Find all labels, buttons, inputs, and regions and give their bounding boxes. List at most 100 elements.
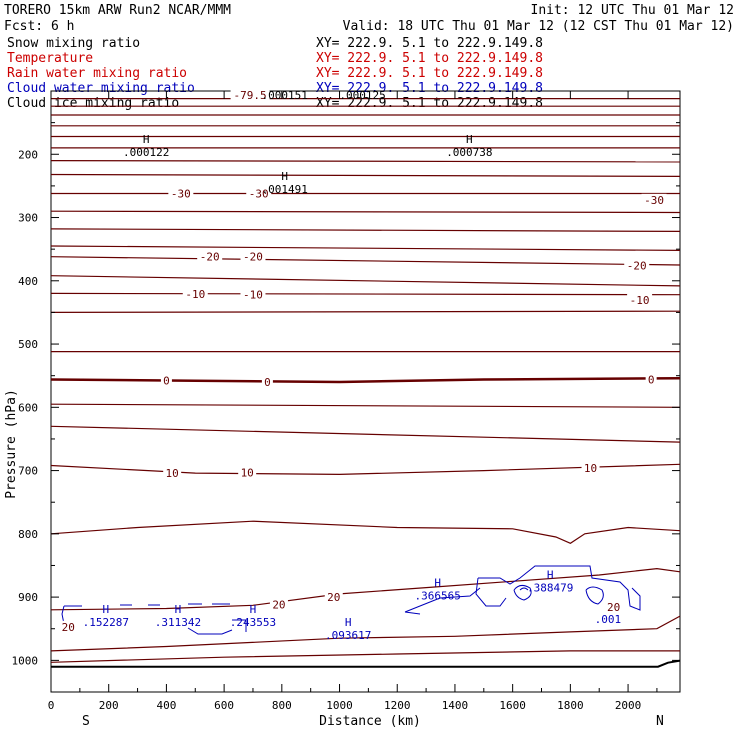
- temperature-label: 10: [584, 462, 597, 475]
- x-tick-label: 1000: [326, 699, 353, 712]
- label-mask: [230, 88, 270, 101]
- temperature-label: 20: [62, 621, 75, 634]
- isotherm-line: [50, 210, 681, 214]
- south-label: S: [82, 714, 90, 729]
- cloud-max-value: .388479: [527, 581, 573, 594]
- top-value-label: .000151: [262, 89, 308, 102]
- legend-xy: XY= 222.9. 5.1 to 222.9.149.8: [316, 51, 543, 66]
- snow-max-value: .001491: [262, 183, 308, 196]
- label-mask: [163, 467, 182, 480]
- temperature-label: -20: [243, 251, 263, 264]
- temperature-label: -10: [243, 289, 263, 302]
- isotherm-line: [50, 615, 681, 652]
- y-tick-label: 600: [18, 401, 38, 414]
- label-mask: [627, 293, 653, 306]
- isotherm-line: [50, 256, 681, 266]
- x-tick-label: 200: [99, 699, 119, 712]
- y-tick-label: 200: [18, 148, 38, 161]
- temperature-label: -20: [200, 251, 220, 264]
- label-mask: [246, 187, 272, 200]
- isotherm-line: [50, 403, 681, 408]
- surface-line: [51, 659, 681, 668]
- legend-xy: XY= 222.9. 5.1 to 222.9.149.8: [316, 36, 543, 51]
- forecast-hour: Fcst: 6 h: [4, 19, 74, 34]
- valid-time: Valid: 18 UTC Thu 01 Mar 12 (12 CST Thu …: [343, 19, 734, 34]
- label-mask: [59, 620, 78, 633]
- axes: 0 200 400 600 800 1000 1200 1400 1600 1800 2000200…: [12, 91, 680, 712]
- temperature-label: 20: [272, 599, 285, 612]
- isotherm-line: [50, 376, 681, 384]
- cloud-max-marker: H: [547, 568, 554, 581]
- y-tick-label: 300: [18, 212, 38, 225]
- cloud-max-value: .093617: [325, 629, 371, 642]
- temperature-label: -30: [644, 194, 664, 207]
- temperature-label: 0: [648, 373, 655, 386]
- y-tick-label: 700: [18, 465, 38, 478]
- legend-xy: XY= 222.9. 5.1 to 222.9.149.8: [316, 66, 543, 81]
- isotherm-line: [50, 160, 681, 163]
- cloud-max-marker: H: [345, 616, 352, 629]
- label-mask: [624, 259, 650, 272]
- cloud-contour: [404, 587, 481, 615]
- legend-label: Snow mixing ratio: [7, 36, 140, 51]
- cloud-max-value: .311342: [155, 616, 201, 629]
- label-mask: [240, 250, 266, 263]
- isotherm-line: [50, 310, 681, 313]
- label-mask: [182, 288, 208, 301]
- x-tick-label: 1800: [557, 699, 584, 712]
- isotherm-line: [50, 292, 681, 296]
- snow-max-value: .000738: [446, 146, 492, 159]
- label-mask: [645, 373, 657, 386]
- label-mask: [197, 250, 223, 263]
- cloud-max-marker: H: [434, 577, 441, 590]
- snow-max-marker: H: [143, 133, 150, 146]
- label-mask: [160, 374, 172, 387]
- legend-xy: XY= 222.9. 5.1 to 222.9.149.8: [316, 96, 543, 111]
- temperature-label: -30: [171, 187, 191, 200]
- legend: Snow mixing ratio XY= 222.9. 5.1 to 222.9…: [7, 36, 543, 111]
- top-value-label: .000125: [339, 89, 385, 102]
- isotherm-line: [50, 425, 681, 443]
- temperature-label: -10: [630, 294, 650, 307]
- cloud-max-value: .001: [595, 613, 622, 626]
- y-tick-label: 900: [18, 591, 38, 604]
- x-tick-label: 0: [48, 699, 55, 712]
- label-mask: [240, 288, 266, 301]
- contour-labels: -79.5 -30 -30 -30 -20 -20 -20 -10 -10 -10 0 0 0 10 10 1…: [59, 88, 667, 642]
- isotherm-line: [50, 228, 681, 232]
- temperature-label: 20: [607, 601, 620, 614]
- temperature-label: -30: [249, 187, 269, 200]
- y-axis-label: Pressure (hPa): [4, 389, 19, 499]
- snow-max-value: .000122: [123, 146, 169, 159]
- x-axis-label: Distance (km): [319, 714, 421, 729]
- y-tick-label: 400: [18, 275, 38, 288]
- temperature-label: -79.5: [234, 89, 267, 102]
- temperature-label: 20: [327, 591, 340, 604]
- cloud-max-value: .366565: [414, 590, 460, 603]
- x-tick-label: 1400: [442, 699, 469, 712]
- x-tick-label: 600: [214, 699, 234, 712]
- x-tick-label: 2000: [615, 699, 642, 712]
- temperature-label: -20: [627, 260, 647, 273]
- label-mask: [261, 376, 273, 389]
- label-mask: [324, 591, 343, 604]
- snow-max-marker: H: [281, 170, 288, 183]
- snow-max-marker: H: [466, 133, 473, 146]
- legend-label: Rain water mixing ratio: [7, 66, 187, 81]
- x-tick-label: 1200: [384, 699, 411, 712]
- temperature-label: 10: [241, 466, 254, 479]
- cloud-contour: [475, 565, 641, 611]
- isotherm-line: [50, 173, 681, 177]
- x-tick-label: 1600: [499, 699, 526, 712]
- isotherm-line: [50, 245, 681, 251]
- label-mask: [168, 187, 194, 200]
- cloud-max-value: .152287: [83, 616, 129, 629]
- cloud-max-marker: H: [103, 603, 110, 616]
- isotherm-line: [50, 275, 681, 287]
- legend-label: Temperature: [7, 51, 93, 66]
- cloud-contour: [513, 584, 532, 601]
- plot-frame: [50, 90, 681, 693]
- x-tick-label: 800: [272, 699, 292, 712]
- isotherm-line: [50, 650, 680, 663]
